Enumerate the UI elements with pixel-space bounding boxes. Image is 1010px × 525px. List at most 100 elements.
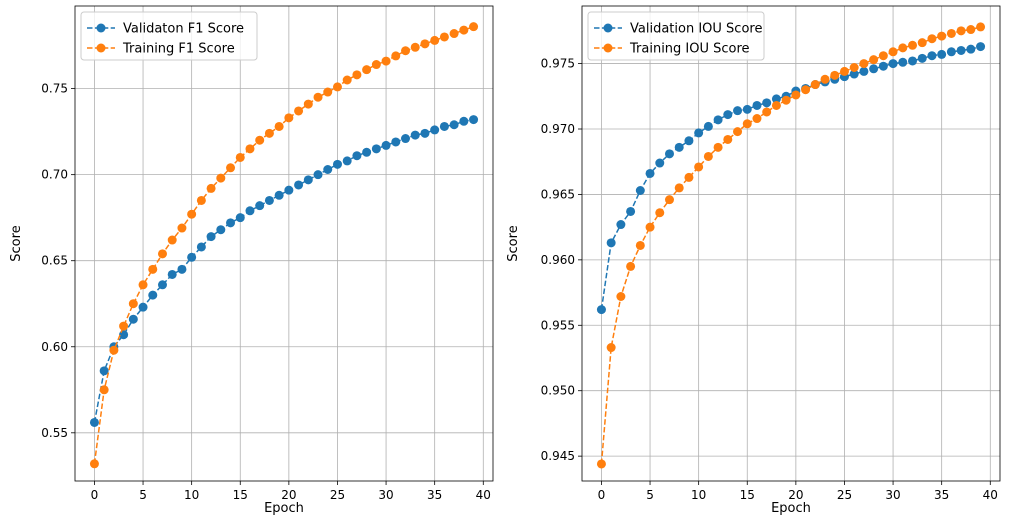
iou-series-2-point <box>674 183 684 193</box>
f1-series-2-point <box>362 65 372 75</box>
iou-series-1-point <box>635 186 645 196</box>
iou-legend-marker-2 <box>603 43 613 53</box>
f1-y-tick-label: 0.55 <box>41 426 68 440</box>
iou-series-1-point <box>626 206 636 216</box>
f1-series-1-point <box>459 116 469 126</box>
f1-series-2-point <box>187 209 197 219</box>
iou-series-1-point <box>674 142 684 152</box>
f1-series-1-point <box>255 201 265 211</box>
f1-series-1-point <box>196 242 206 252</box>
f1-series-1-point <box>216 225 226 235</box>
iou-series-1-point <box>898 57 908 67</box>
iou-legend-box <box>587 11 765 61</box>
iou-series-2-point <box>908 40 918 50</box>
f1-series-2-point <box>391 51 401 61</box>
iou-series-1-point <box>849 69 859 79</box>
f1-y-axis-label: Score <box>9 225 24 261</box>
iou-x-tick-label: 35 <box>934 488 949 502</box>
f1-series-2-point <box>264 128 274 138</box>
f1-series-1-point <box>430 125 440 135</box>
f1-series-2-point <box>284 113 294 123</box>
iou-series-1-point <box>869 64 879 74</box>
iou-x-tick-label: 30 <box>885 488 900 502</box>
iou-series-2-point <box>946 28 956 38</box>
f1-series-2-point <box>323 87 333 97</box>
f1-series-1-point <box>177 264 187 274</box>
iou-series-1-point <box>664 149 674 159</box>
f1-legend-marker-2 <box>96 43 106 53</box>
f1-series-1-point <box>245 206 255 216</box>
iou-series-1-point <box>655 158 665 168</box>
f1-series-2-point <box>128 299 138 309</box>
f1-series-2-point <box>216 173 226 183</box>
iou-series-2-point <box>742 119 752 129</box>
iou-legend-label-2: Training IOU Score <box>629 42 750 57</box>
f1-y-tick-label: 0.75 <box>41 82 68 96</box>
f1-series-2-point <box>99 385 109 395</box>
f1-x-tick-label: 25 <box>330 488 345 502</box>
f1-series-2-point <box>352 70 362 80</box>
iou-series-1-point <box>771 94 781 104</box>
iou-series-2-point <box>645 222 655 232</box>
f1-series-2-point <box>274 121 284 131</box>
iou-series-1-point <box>908 56 918 66</box>
f1-series-2-point <box>206 183 216 193</box>
iou-plot-frame <box>581 5 1001 482</box>
iou-series-2-point <box>635 240 645 250</box>
f1-x-tick-label: 5 <box>139 488 147 502</box>
f1-legend-label-1: Validaton F1 Score <box>123 22 244 37</box>
f1-series-1-point <box>323 164 333 174</box>
iou-score-chart: 0 5 10 15 20 25 30 35 40 0.945 0.950 0.955 0.960 0.96… <box>506 5 1001 516</box>
iou-series-2-point <box>888 47 898 57</box>
f1-series-1-point <box>235 213 245 223</box>
f1-series-1-point <box>128 314 138 324</box>
f1-x-axis-label: Epoch <box>264 501 304 516</box>
f1-series-1-point <box>303 175 313 185</box>
iou-series-1-point <box>976 42 986 52</box>
f1-plot-area <box>75 6 493 481</box>
f1-series-1-point <box>313 170 323 180</box>
f1-series-1-point <box>352 151 362 161</box>
f1-legend-box <box>80 11 258 61</box>
iou-series-1-point <box>645 168 655 178</box>
iou-series-1-point <box>752 100 762 110</box>
f1-series-2-point <box>255 135 265 145</box>
f1-series-1-point <box>206 232 216 242</box>
f1-series-1-point <box>187 252 197 262</box>
f1-x-tick-label: 15 <box>233 488 248 502</box>
iou-y-tick-label: 0.970 <box>541 122 575 136</box>
f1-series-1-line <box>93 118 474 423</box>
f1-series-1-point <box>342 156 352 166</box>
f1-series-1-point <box>89 417 99 427</box>
f1-series-1-point <box>439 121 449 131</box>
iou-y-tick-label: 0.955 <box>541 318 575 332</box>
iou-series-2-line <box>600 26 981 465</box>
iou-x-tick-label: 40 <box>983 488 998 502</box>
iou-series-1-point <box>878 61 888 71</box>
f1-y-tick-label: 0.60 <box>41 340 68 354</box>
iou-series-1-point <box>606 238 616 248</box>
f1-series-2-point <box>245 144 255 154</box>
f1-series-1-point <box>469 115 479 125</box>
iou-y-tick-label: 0.960 <box>541 253 575 267</box>
iou-series-2-point <box>956 26 966 36</box>
iou-x-tick-label: 15 <box>740 488 755 502</box>
f1-series-1-point <box>449 120 459 130</box>
f1-series-2-point <box>381 56 391 66</box>
iou-series-1-point <box>859 66 869 76</box>
iou-series-2-point <box>762 107 772 117</box>
iou-series-1-point <box>684 136 694 146</box>
iou-series-2-point <box>859 59 869 69</box>
f1-x-tick-label: 10 <box>184 488 199 502</box>
f1-legend-marker-1 <box>96 23 106 33</box>
iou-series-2-point <box>664 195 674 205</box>
f1-series-1-point <box>157 280 167 290</box>
iou-series-2-point <box>733 127 743 137</box>
iou-series-1-point <box>703 121 713 131</box>
f1-y-tick-label: 0.70 <box>41 168 68 182</box>
iou-series-2-point <box>937 31 947 41</box>
iou-series-2-point <box>781 95 791 105</box>
f1-series-2-point <box>401 46 411 56</box>
iou-series-1-line <box>600 45 981 310</box>
